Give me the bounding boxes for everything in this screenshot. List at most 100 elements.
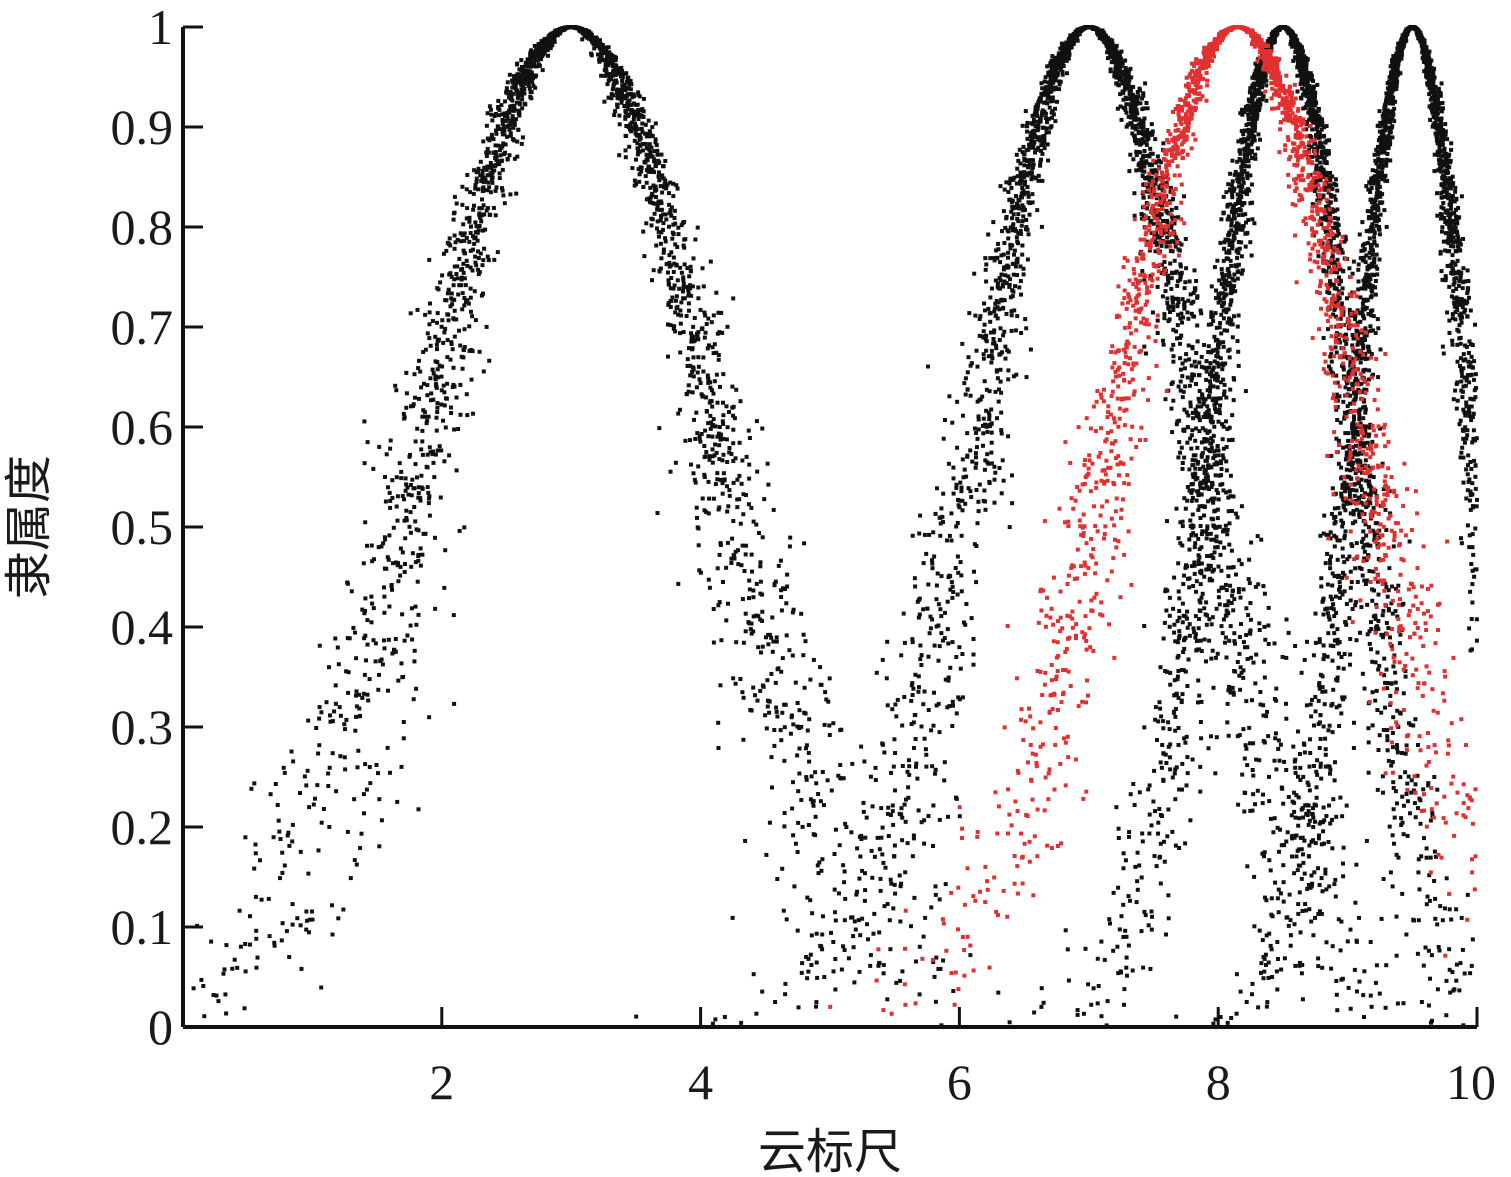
cloud-drop-point [697, 377, 702, 382]
cloud-drop-point [705, 346, 710, 351]
cloud-drop-point [365, 692, 370, 697]
cloud-drop-point [1239, 504, 1244, 509]
cloud-drop-point [477, 270, 482, 275]
cloud-drop-point [1176, 312, 1181, 317]
cloud-drop-point [883, 865, 888, 870]
cloud-drop-point [936, 602, 941, 607]
cloud-drop-point [667, 264, 672, 269]
cloud-drop-point [1210, 615, 1215, 620]
cloud-drop-point [500, 167, 505, 172]
cloud-drop-point [1379, 916, 1384, 921]
cloud-drop-point [603, 73, 608, 78]
cloud-drop-point [677, 286, 682, 291]
cloud-drop-point [892, 882, 897, 887]
cloud-drop-point [1153, 181, 1158, 186]
cloud-drop-point [769, 671, 774, 676]
cloud-drop-point [371, 466, 376, 471]
cloud-drop-point [360, 607, 365, 612]
cloud-drop-point [1014, 181, 1019, 186]
cloud-drop-point [1224, 419, 1228, 424]
cloud-drop-point [405, 485, 410, 490]
cloud-drop-point [404, 405, 409, 410]
cloud-drop-point [693, 480, 698, 485]
cloud-drop-point [631, 117, 636, 122]
cloud-drop-point [758, 688, 763, 693]
cloud-drop-point [412, 648, 417, 653]
cloud-drop-point [993, 470, 998, 475]
cloud-drop-point [355, 765, 360, 770]
cloud-drop-point [731, 296, 736, 301]
cloud-drop-point [435, 367, 440, 372]
cloud-drop-point [1220, 422, 1224, 427]
cloud-drop-point [1123, 95, 1128, 100]
cloud-drop-point [666, 354, 670, 359]
cloud-drop-point [909, 698, 914, 703]
cloud-drop-point [434, 428, 439, 433]
cloud-drop-point [923, 915, 928, 920]
cloud-drop-point [644, 152, 649, 157]
cloud-drop-point [446, 318, 451, 323]
cloud-drop-point [416, 528, 421, 533]
cloud-drop-point [505, 134, 509, 139]
cloud-drop-point [931, 960, 936, 965]
cloud-drop-point [1251, 741, 1256, 746]
cloud-drop-point [1024, 124, 1029, 128]
cloud-drop-point [715, 434, 720, 439]
cloud-drop-point [460, 307, 465, 312]
cloud-drop-point [427, 494, 432, 499]
cloud-drop-point [1224, 588, 1229, 593]
cloud-drop-point [724, 404, 729, 409]
cloud-drop-point [833, 987, 838, 992]
cloud-drop-point [1207, 617, 1212, 622]
cloud-drop-point [596, 52, 600, 57]
cloud-drop-point [1016, 158, 1021, 163]
cloud-drop-point [958, 666, 963, 671]
cloud-drop-point [891, 906, 896, 911]
cloud-drop-point [966, 355, 971, 360]
cloud-drop-point [1164, 240, 1169, 245]
cloud-drop-point [354, 714, 358, 719]
cloud-drop-point [1003, 273, 1008, 278]
cloud-drop-point [1121, 105, 1126, 110]
cloud-drop-point [706, 316, 711, 321]
cloud-drop-point [963, 622, 968, 627]
cloud-drop-point [1071, 42, 1076, 46]
cloud-drop-point [825, 778, 830, 783]
cloud-drop-point [641, 229, 646, 234]
cloud-drop-point [857, 876, 862, 881]
cloud-drop-point [669, 205, 674, 210]
cloud-drop-point [764, 635, 768, 640]
cloud-drop-point [909, 722, 914, 726]
cloud-drop-point [478, 215, 482, 219]
cloud-drop-point [959, 489, 964, 494]
cloud-drop-point [992, 306, 997, 311]
cloud-drop-point [872, 911, 877, 916]
cloud-drop-point [1199, 440, 1204, 445]
cloud-drop-point [984, 348, 989, 353]
cloud-drop-point [706, 511, 711, 516]
cloud-drop-point [716, 507, 721, 512]
cloud-drop-point [484, 324, 489, 329]
cloud-drop-point [1040, 134, 1045, 139]
cloud-drop-point [1175, 304, 1180, 309]
cloud-drop-point [512, 103, 517, 108]
cloud-drop-point [439, 374, 444, 379]
cloud-drop-point [1148, 146, 1153, 151]
cloud-drop-point [1021, 171, 1026, 175]
cloud-drop-point [1000, 283, 1005, 287]
cloud-drop-point [526, 83, 531, 87]
cloud-drop-point [1002, 241, 1007, 245]
cloud-drop-point [988, 295, 993, 300]
cloud-drop-point [423, 414, 428, 419]
cloud-drop-point [478, 159, 483, 164]
cloud-drop-point [939, 574, 944, 579]
cloud-drop-point [811, 799, 816, 804]
cloud-drop-point [1196, 559, 1201, 564]
cloud-drop-point [1155, 175, 1160, 180]
cloud-drop-point [507, 72, 512, 77]
cloud-drop-point [735, 477, 740, 482]
cloud-drop-point [744, 493, 748, 497]
cloud-drop-point [559, 27, 564, 32]
cloud-drop-point [1112, 55, 1116, 60]
cloud-drop-point [1225, 527, 1230, 532]
